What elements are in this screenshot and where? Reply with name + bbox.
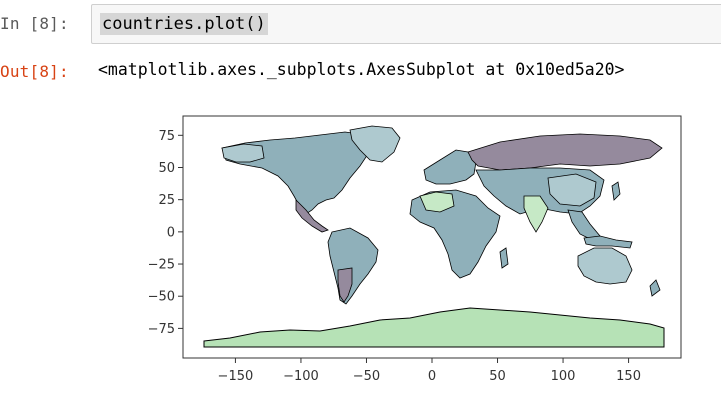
x-tick-label: 50 (489, 369, 506, 384)
india-shape (523, 195, 549, 233)
north-africa-shape (419, 191, 455, 213)
antarctica-shape (203, 307, 665, 348)
europe-shape (423, 149, 477, 185)
madagascar-shape (499, 247, 509, 269)
africa-shape (409, 189, 501, 279)
x-tick-label: −50 (353, 369, 380, 384)
output-prompt: Out[8]: (0, 62, 69, 81)
japan-shape (611, 181, 621, 201)
greenland-shape (349, 125, 401, 163)
y-tick-label: 25 (158, 193, 175, 208)
y-tick-label: 75 (158, 129, 175, 144)
y-tick-label: −75 (148, 322, 175, 337)
y-tick-label: 0 (167, 225, 175, 240)
output-text: <matplotlib.axes._subplots.AxesSubplot a… (98, 60, 625, 79)
australia-shape (577, 247, 633, 285)
x-axis: −150 −100 −50 0 50 100 150 (218, 358, 641, 384)
x-tick-label: −100 (283, 369, 319, 384)
x-tick-label: 150 (616, 369, 641, 384)
central-america-shape (295, 199, 329, 233)
china-shape (547, 173, 597, 207)
islands-shape (583, 235, 633, 249)
y-axis: 75 50 25 0 −25 −50 −75 (148, 129, 183, 337)
argentina-shape (337, 267, 353, 303)
new-zealand-shape (649, 279, 661, 297)
code-cell-input[interactable]: countries.plot() (91, 4, 721, 44)
y-tick-label: −25 (148, 258, 175, 273)
x-tick-label: 100 (551, 369, 576, 384)
x-tick-label: −150 (218, 369, 254, 384)
russia-shape (467, 133, 663, 171)
input-prompt: In [8]: (0, 14, 69, 33)
code-text[interactable]: countries.plot() (100, 13, 268, 35)
y-tick-label: 50 (158, 161, 175, 176)
alaska-shape (221, 143, 265, 163)
y-tick-label: −50 (148, 290, 175, 305)
x-tick-label: 0 (428, 369, 436, 384)
